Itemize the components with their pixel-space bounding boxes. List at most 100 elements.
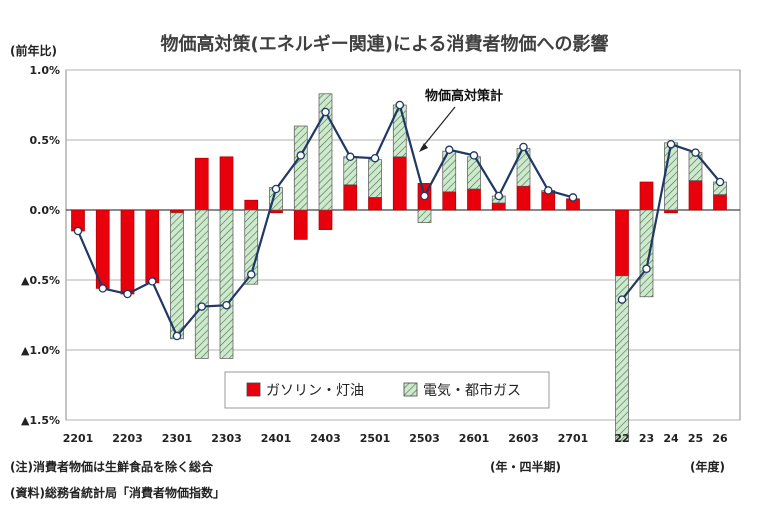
bar-gasoline-2602 [491, 202, 506, 211]
x-tick-label: 2301 [162, 432, 193, 445]
note-source-definition: (注)消費者物価は生鮮食品を除く総合 [10, 460, 213, 474]
total-point [73, 226, 83, 236]
x-tick-label: 22 [614, 432, 629, 445]
total-point [544, 186, 553, 195]
bar-gasoline-2302 [194, 157, 209, 211]
total-point [222, 300, 231, 310]
x-tick-label: 26 [712, 432, 728, 445]
x-tick-label: 2303 [211, 432, 242, 445]
bar-gasoline-2301 [170, 209, 184, 214]
bar-electricity-fy23 [639, 209, 654, 298]
bar-electricity-2503 [417, 209, 432, 223]
total-point [666, 139, 676, 149]
note-data-source: (資料)総務省統計局「消費者物価指数」 [10, 486, 225, 500]
total-point [444, 145, 454, 155]
bar-gasoline-fy22 [615, 209, 629, 277]
total-point [321, 107, 330, 117]
bar-electricity-2302 [194, 209, 209, 359]
total-point [494, 191, 503, 201]
bar-gasoline-2402 [293, 209, 308, 240]
x-tick-label: 2603 [508, 432, 539, 445]
bar-gasoline-2603 [516, 185, 531, 211]
y-tick-labels: 1.0% 0.5% 0.0% ▲0.5% ▲1.0% ▲1.5% [21, 64, 60, 427]
total-point [617, 295, 627, 304]
legend-swatch-gasoline [246, 382, 261, 397]
total-point [123, 289, 132, 299]
x-tick-label: 2503 [409, 432, 440, 445]
x-tick-label: 25 [688, 432, 703, 445]
total-point [147, 277, 157, 286]
bar-gasoline-fy23 [639, 181, 654, 211]
x-axis-label-quarterly: (年・四半期) [490, 460, 561, 474]
total-point [420, 191, 429, 201]
total-point [296, 151, 305, 160]
bar-electricity-fy22 [615, 275, 629, 442]
total-point [370, 153, 380, 163]
total-point [395, 100, 404, 110]
y-tick-label: ▲0.5% [21, 274, 60, 287]
bar-gasoline-2504 [442, 191, 457, 211]
x-tick-label: 24 [663, 432, 679, 445]
annotation-arrowhead [419, 143, 428, 152]
total-annotation: 物価高対策計 [419, 88, 503, 152]
total-point [568, 193, 578, 202]
bar-gasoline-2204 [145, 209, 160, 284]
legend-label-electricity: 電気・都市ガス [423, 382, 521, 399]
bar-gasoline-2502 [392, 156, 407, 211]
total-point [197, 302, 206, 311]
total-point [642, 264, 651, 274]
legend-swatch-electricity [403, 382, 418, 397]
chart-title: 物価高対策(エネルギー関連)による消費者物価への影響 [160, 34, 609, 55]
y-tick-label: ▲1.5% [21, 414, 60, 427]
x-tick-label: 2403 [310, 432, 341, 445]
total-point [715, 177, 725, 187]
bar-gasoline-2601 [467, 188, 481, 211]
bar-gasoline-2203 [120, 209, 135, 295]
legend-label-gasoline: ガソリン・灯油 [266, 383, 364, 399]
bar-gasoline-fy24 [664, 209, 678, 214]
total-point [172, 331, 182, 341]
total-point [691, 148, 700, 157]
bars [71, 93, 727, 442]
y-tick-label: 1.0% [29, 64, 60, 77]
total-point [469, 151, 479, 160]
bar-gasoline-fy26 [713, 194, 727, 211]
bar-gasoline-fy25 [688, 180, 703, 211]
y-axis-unit: (前年比) [10, 44, 57, 58]
x-tick-label: 2601 [459, 432, 490, 445]
bar-gasoline-2404 [343, 184, 358, 211]
x-tick-label: 2401 [261, 432, 292, 445]
x-tick-labels: 2201 2203 2301 2303 2401 2403 2501 2503 2601 2603… [63, 432, 728, 445]
bar-gasoline-2304 [244, 199, 259, 211]
total-point [98, 284, 108, 293]
total-point [246, 270, 256, 279]
x-tick-label: 2501 [360, 432, 391, 445]
bar-gasoline-2501 [368, 197, 382, 211]
bar-gasoline-2303 [219, 156, 234, 211]
annotation-arrow [420, 106, 456, 150]
x-axis-label-annual: (年度) [690, 460, 725, 474]
bar-gasoline-2401 [269, 209, 283, 214]
x-tick-label: 2203 [112, 432, 143, 445]
total-point [271, 184, 281, 194]
legend: ガソリン・灯油 電気・都市ガス [224, 371, 550, 409]
bar-electricity-2501 [368, 159, 382, 198]
bar-electricity-2403 [318, 93, 333, 211]
bar-electricity-2402 [293, 125, 308, 211]
total-line-label: 物価高対策計 [425, 88, 503, 104]
total-lines [73, 100, 725, 341]
legend-box [224, 371, 550, 409]
y-tick-label: 0.5% [29, 134, 60, 147]
x-tick-label: 23 [639, 432, 654, 445]
x-tick-label: 2701 [558, 432, 589, 445]
y-tick-label: ▲1.0% [21, 344, 60, 357]
bar-electricity-2301 [170, 212, 184, 340]
x-tick-label: 2201 [63, 432, 94, 445]
total-point [345, 152, 355, 162]
y-tick-label: 0.0% [29, 204, 60, 217]
bar-electricity-2303 [219, 209, 234, 359]
total-point [519, 142, 528, 152]
bar-electricity-fy24 [664, 142, 678, 211]
bar-gasoline-2403 [318, 209, 333, 230]
